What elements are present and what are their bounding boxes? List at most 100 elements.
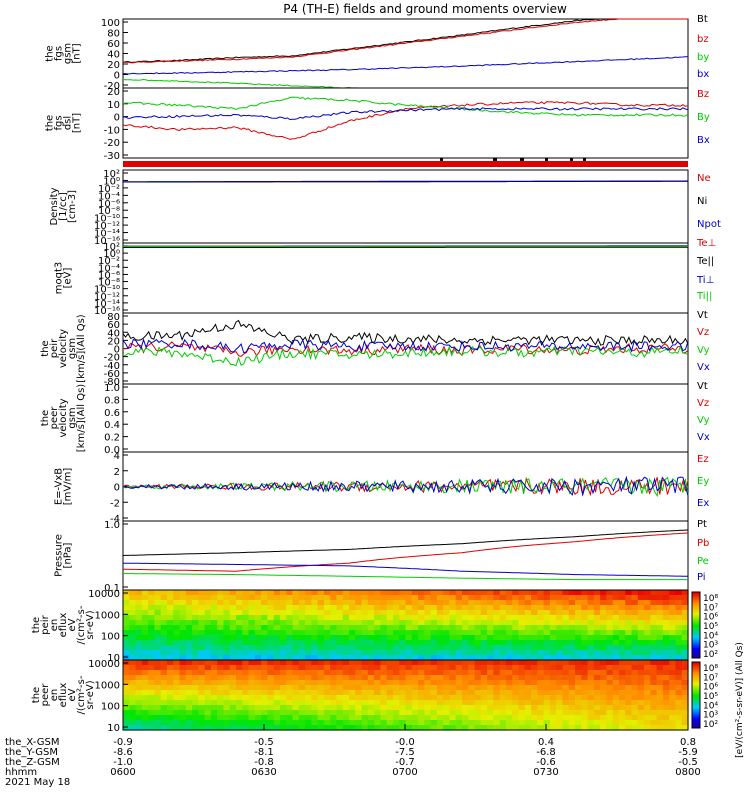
peer_flux-cell: [487, 705, 494, 711]
peer_flux-cell: [210, 670, 218, 676]
peir_flux-cell: [562, 600, 570, 606]
fgs_mag-legend-3: bx: [697, 69, 709, 80]
peir_flux-cell: [298, 640, 306, 646]
peir_flux-cell: [631, 595, 639, 601]
peir_flux-cell: [499, 655, 507, 661]
peir_flux-cell: [631, 640, 639, 646]
peer_flux-cell: [631, 710, 639, 716]
peir_flux-cell: [418, 625, 425, 631]
efield-ytick-label: -2: [110, 498, 120, 509]
peir_flux-cell: [323, 625, 331, 631]
peir_flux-cell: [273, 625, 281, 631]
peir_flux-cell: [662, 645, 670, 651]
temperature-ytick-label: 10²: [103, 242, 120, 253]
peer_flux-cell: [386, 705, 394, 711]
peir_flux-cell: [386, 655, 394, 661]
peer_flux-cell: [518, 670, 526, 676]
peer_flux-cell: [411, 695, 419, 701]
peer_flux-cell: [449, 675, 457, 681]
peir_flux-cell: [650, 625, 658, 631]
peir_flux-cell: [361, 620, 369, 626]
peer_flux-cell: [418, 670, 425, 676]
peir_flux-cell: [625, 645, 633, 651]
colorbar-cell: [692, 678, 700, 681]
peir_flux-cell: [242, 630, 250, 636]
peer_flux-cell: [192, 700, 199, 706]
peir_flux-cell: [405, 610, 413, 616]
peer_flux-cell: [311, 690, 319, 696]
peir_flux-cell: [336, 635, 344, 641]
peir_flux-cell: [399, 615, 407, 621]
peer_flux-cell: [568, 670, 576, 676]
peir_flux-cell: [474, 605, 482, 611]
peir_flux-cell: [480, 605, 488, 611]
peir_flux-cell: [512, 610, 520, 616]
peer_flux-cell: [148, 695, 155, 701]
peer_flux-cell: [160, 705, 168, 711]
peir_flux-cell: [361, 645, 369, 651]
peer_flux-cell: [141, 665, 149, 671]
efield-ytick-label: -4: [110, 514, 120, 525]
peir_flux-cell: [644, 620, 651, 626]
colorbar-cell: [692, 643, 700, 646]
peir_flux-cell: [443, 600, 451, 606]
peer_flux-cell: [606, 660, 614, 666]
peer_flux-cell: [248, 675, 256, 681]
peer_flux-cell: [367, 675, 375, 681]
peer_flux-cell: [292, 720, 300, 726]
peir_flux-cell: [135, 600, 143, 606]
peer_flux-cell: [273, 725, 281, 731]
peir_flux-cell: [323, 655, 331, 661]
peer_flux-cell: [386, 720, 394, 726]
peer_flux-cell: [549, 720, 557, 726]
peir_flux-cell: [242, 590, 250, 596]
peir_flux-cell: [135, 635, 143, 641]
peir_velocity-legend-0: Vt: [697, 310, 708, 321]
peir_flux-cell: [543, 655, 551, 661]
peer_flux-cell: [336, 685, 344, 691]
peir_flux-cell: [179, 625, 187, 631]
peir_flux-cell: [210, 595, 218, 601]
peer_flux-cell: [374, 660, 381, 666]
peir_flux-cell: [612, 590, 620, 596]
peir_flux-cell: [323, 595, 331, 601]
peir_flux-cell: [499, 590, 507, 596]
peir_flux-cell: [342, 595, 350, 601]
peer_flux-cell: [355, 680, 363, 686]
peer_flux-cell: [242, 665, 250, 671]
colorbar-cell: [692, 646, 700, 649]
peer_flux-cell: [279, 710, 287, 716]
peer_flux-cell: [418, 685, 425, 691]
peer_flux-cell: [261, 700, 268, 706]
peir_flux-cell: [336, 650, 344, 656]
peer_flux-cell: [148, 665, 155, 671]
peer_flux-cell: [323, 660, 331, 666]
peer_flux-cell: [173, 710, 181, 716]
peir_flux-cell: [330, 605, 338, 611]
peir_flux-cell: [273, 645, 281, 651]
colorbar-cell: [692, 675, 700, 678]
peir_flux-cell: [279, 645, 287, 651]
peer_flux-cell: [556, 680, 564, 686]
peir_flux-cell: [192, 630, 199, 636]
peir_velocity-ytick-label: 60: [107, 320, 120, 331]
peir_flux-cell: [292, 645, 300, 651]
peer_flux-cell: [399, 665, 407, 671]
peir_flux-ylabel: sr-eV): [85, 610, 96, 639]
peer_flux-cell: [405, 720, 413, 726]
peir_flux-cell: [537, 625, 545, 631]
peir_flux-cell: [499, 615, 507, 621]
peer_flux-cell: [549, 660, 557, 666]
colorbar-cell: [692, 676, 700, 679]
peir_flux-cell: [556, 615, 564, 621]
peer_flux-cell: [405, 725, 413, 731]
peir_flux-cell: [179, 600, 187, 606]
x-row-value: 0.8: [680, 737, 696, 748]
peer_flux-cell: [568, 705, 576, 711]
peir_flux-cell: [505, 620, 513, 626]
colorbar-cell: [692, 718, 700, 721]
peir_flux-cell: [455, 650, 463, 656]
peer_flux-cell: [192, 660, 199, 666]
peer_flux-cell: [581, 665, 589, 671]
peir_flux-cell: [374, 645, 381, 651]
